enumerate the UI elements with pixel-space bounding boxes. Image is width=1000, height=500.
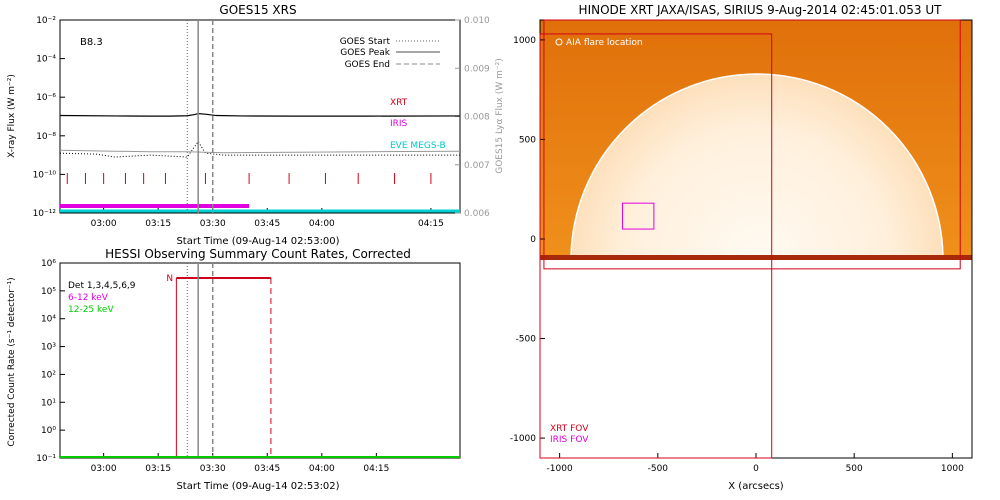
goes-ylabel: X-ray Flux (W m⁻²) [7, 74, 17, 158]
xrt-x-ticks: -1000 -500 0 500 1000 [547, 453, 964, 474]
xrt-y-tick-label: 0 [530, 235, 536, 245]
goes-lyman-series-line [59, 149, 461, 154]
goes-y2-ticks: 0.006 0.007 0.008 0.009 0.010 [455, 16, 490, 219]
goes-y-tick-label: 10⁻¹² [33, 209, 57, 219]
goes-y-tick-label: 10⁻² [36, 16, 56, 26]
goes-title: GOES15 XRS [219, 3, 296, 17]
xrt-x-tick-label: -500 [648, 464, 669, 474]
goes-y-tick-label: 10⁻⁴ [36, 55, 56, 65]
label-iris: IRIS [390, 119, 408, 129]
goes-short-series-line [59, 140, 460, 158]
hessi-x-tick-label: 03:30 [200, 464, 226, 474]
hessi-legend-12-25: 12-25 keV [68, 305, 114, 315]
xrt-y-tick-label: 500 [519, 135, 536, 145]
hessi-y-tick-label: 10⁴ [41, 315, 56, 325]
goes-y2-tick-label: 0.010 [464, 16, 490, 26]
hessi-legend-6-12: 6-12 keV [68, 293, 109, 303]
hessi-plot-frame [59, 262, 461, 459]
xrt-image [540, 20, 972, 260]
goes-x-tick-label: 03:45 [254, 219, 280, 229]
xrt-xlabel: X (arcsecs) [728, 481, 784, 492]
goes-y2-tick-label: 0.009 [464, 64, 490, 74]
xrt-panel: HINODE XRT JAXA/ISAS, SIRIUS 9-Aug-2014 … [510, 3, 973, 492]
goes-y-ticks: 10⁻¹² 10⁻¹⁰ 10⁻⁸ 10⁻⁶ 10⁻⁴ 10⁻² [33, 16, 65, 219]
hessi-y-tick-label: 10⁶ [41, 259, 56, 269]
flare-location-label: AIA flare location [566, 38, 643, 48]
hessi-x-tick-label: 04:15 [363, 464, 389, 474]
goes-y-tick-label: 10⁻⁸ [36, 132, 56, 142]
xrt-y-tick-label: -1000 [510, 434, 536, 444]
goes-x-tick-label: 03:30 [200, 219, 226, 229]
xrt-x-tick-label: -1000 [547, 464, 573, 474]
hessi-y-tick-label: 10⁻¹ [36, 454, 56, 464]
xrt-x-tick-label: 1000 [941, 464, 964, 474]
hessi-x-tick-label: 03:00 [91, 464, 117, 474]
iris-fov-box [621, 202, 655, 230]
label-eve: EVE MEGS-B [390, 141, 446, 151]
goes-legend: GOES Start GOES Peak GOES End [340, 37, 440, 70]
goes-x-tick-label: 04:15 [418, 219, 444, 229]
xrt-y-tick-label: 1000 [513, 36, 536, 46]
goes-y-tick-label: 10⁻¹⁰ [33, 170, 57, 180]
hessi-y-tick-label: 10¹ [41, 398, 56, 408]
goes-class-label: B8.3 [80, 37, 103, 48]
goes-xlabel: Start Time (09-Aug-14 02:53:00) [176, 236, 339, 247]
hessi-x-tick-label: 03:45 [254, 464, 280, 474]
hessi-y-tick-label: 10³ [41, 343, 56, 353]
xrt-fov-label: XRT FOV [550, 424, 589, 434]
hessi-y-tick-label: 10⁰ [41, 426, 56, 436]
xrt-fov-box [539, 33, 773, 459]
goes-y2label: GOES15 Lyα Flux (W m⁻²) [495, 58, 505, 174]
hessi-title: HESSI Observing Summary Count Rates, Cor… [105, 247, 411, 261]
hessi-xlabel: Start Time (09-Aug-14 02:53:02) [176, 481, 339, 492]
hessi-night-label: N [166, 274, 173, 284]
label-xrt: XRT [390, 98, 408, 108]
flare-location-marker-icon [555, 38, 563, 46]
hessi-y-tick-label: 10⁵ [41, 287, 56, 297]
solar-disk [571, 74, 943, 260]
hessi-y-tick-label: 10² [41, 370, 56, 380]
hessi-y-ticks: 10⁻¹ 10⁰ 10¹ 10² 10³ 10⁴ 10⁵ 10⁶ [36, 259, 65, 464]
xrt-title: HINODE XRT JAXA/ISAS, SIRIUS 9-Aug-2014 … [579, 3, 943, 17]
hessi-legend-det: Det 1,3,4,5,6,9 [68, 281, 136, 291]
iris-fov-label: IRIS FOV [550, 435, 589, 445]
xrt-x-tick-label: 0 [753, 464, 759, 474]
goes-x-tick-label: 03:15 [145, 219, 171, 229]
hessi-lines: N [60, 263, 460, 458]
hessi-x-tick-label: 04:00 [309, 464, 335, 474]
legend-goes-end: GOES End [345, 60, 390, 70]
goes-x-tick-label: 04:00 [309, 219, 335, 229]
goes-panel: GOES15 XRS 03:00 03:30 04:00 04:15 03:15 03:4… [7, 3, 505, 247]
image-bottom-band [540, 255, 972, 260]
solar-limb [570, 73, 944, 260]
xrt-x-tick-label: 500 [846, 464, 863, 474]
legend-goes-peak: GOES Peak [340, 48, 390, 58]
goes-markers [186, 20, 214, 213]
xrt-fov-outer-box [543, 19, 961, 270]
legend-goes-start: GOES Start [340, 37, 391, 47]
goes-y2-tick-label: 0.006 [464, 209, 490, 219]
goes-y-tick-label: 10⁻⁶ [36, 93, 56, 103]
hessi-panel: HESSI Observing Summary Count Rates, Cor… [7, 247, 461, 492]
goes-y2-tick-label: 0.007 [464, 161, 490, 171]
hessi-ylabel: Corrected Count Rate (s⁻¹ detector⁻¹) [7, 277, 17, 446]
goes-x-tick-label: 03:00 [91, 219, 117, 229]
xrt-y-tick-label: -500 [516, 335, 537, 345]
goes-long-series-line [59, 112, 461, 117]
hessi-x-tick-label: 03:15 [145, 464, 171, 474]
goes-y2-tick-label: 0.008 [464, 113, 490, 123]
